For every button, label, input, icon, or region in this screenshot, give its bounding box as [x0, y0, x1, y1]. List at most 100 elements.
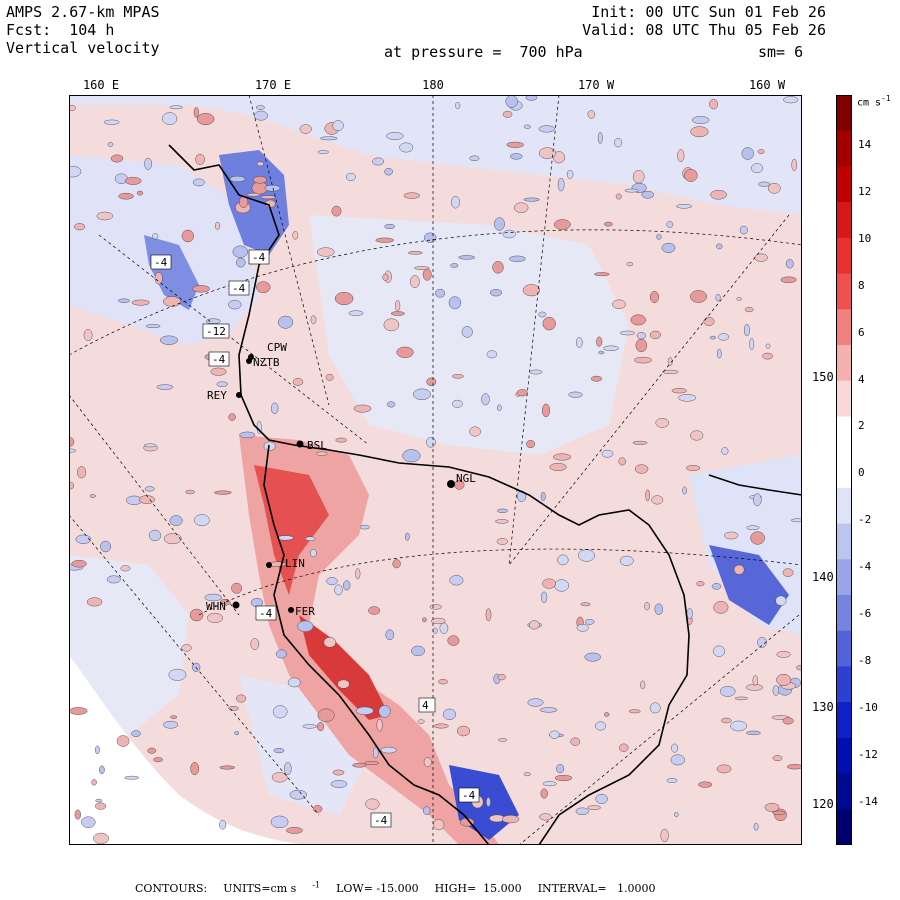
colorbar-cell [836, 95, 852, 132]
field-speckle-cell [74, 809, 81, 820]
neg-core-east [709, 545, 789, 625]
field-speckle-cell [77, 466, 87, 479]
field-speckle-cell [684, 169, 698, 182]
field-speckle-cell [316, 247, 335, 257]
field-speckle-cell [69, 165, 82, 178]
field-speckle-cell [205, 318, 221, 324]
header-left: AMPS 2.67-km MPAS Fcst: 104 h Vertical vel… [6, 3, 160, 57]
field-speckle-cell [326, 577, 338, 586]
field-speckle-cell [670, 754, 685, 766]
field-speckle-cell [271, 772, 288, 783]
field-speckle-cell [193, 107, 199, 118]
colorbar-cell [836, 273, 852, 310]
field-speckle-cell [758, 181, 771, 187]
field-speckle-cell [455, 101, 461, 109]
field-speckle-cell [284, 762, 292, 776]
field-speckle-cell [190, 762, 199, 776]
station-whn: WHN [206, 600, 226, 613]
colorbar-tick-label: -6 [858, 607, 872, 620]
field-speckle-cell [540, 492, 546, 502]
field-speckle-cell [131, 299, 150, 306]
station-dot-bsl [296, 440, 304, 448]
colorbar-cell [836, 559, 852, 596]
field-speckle-cell [136, 190, 144, 196]
field-speckle-cell [395, 300, 401, 312]
field-speckle-cell [299, 124, 312, 134]
field-speckle-cell [426, 377, 437, 386]
field-speckle-cell [776, 674, 792, 686]
map-frame [69, 95, 802, 845]
field-speckle-cell [750, 531, 765, 545]
field-speckle-cell [782, 568, 794, 577]
field-speckle-cell [686, 608, 693, 620]
contour-labels: -4 -4 -4 -12 -4 -4 4 -4 -4 [150, 249, 480, 828]
field-speckle-cell [69, 707, 88, 715]
colorbar [836, 95, 852, 845]
lon-label-160e: 160 E [82, 78, 120, 92]
field-speckle-cell [260, 195, 276, 200]
colorbar-cell [836, 737, 852, 775]
lon-label-160w: 160 W [748, 78, 786, 92]
field-speckle-cell [452, 374, 464, 379]
field-speckle-cell [74, 223, 86, 231]
field-speckle-cell [433, 819, 445, 831]
field-speckle-cell [557, 554, 569, 566]
field-speckle-cell [192, 285, 210, 293]
station-bsl: BSL [307, 439, 327, 452]
field-speckle-cell [319, 136, 338, 141]
field-speckle-cell [796, 665, 802, 671]
field-speckle-cell [422, 617, 427, 623]
field-speckle-cell [313, 805, 323, 813]
field-speckle-cell [181, 229, 194, 243]
field-speckle-cell [566, 169, 574, 179]
field-speckle-cell [539, 707, 558, 713]
field-speckle-cell [305, 536, 316, 541]
field-speckle-cell [81, 816, 96, 828]
field-speckle-cell [450, 263, 459, 268]
field-speckle-cell [399, 142, 414, 153]
field-speckle-cell [710, 189, 727, 200]
field-speckle-cell [154, 272, 163, 285]
colorbar-cell [836, 773, 852, 810]
field-speckle-cell [757, 149, 765, 154]
contour-label: -12 [206, 325, 226, 338]
field-speckle-cell [250, 598, 264, 608]
colorbar-cell [836, 416, 852, 453]
field-speckle-cell [650, 290, 660, 303]
contour-label: -4 [462, 789, 476, 802]
contour-label: 4 [422, 699, 429, 712]
field-speckle-cell [449, 575, 464, 586]
colorbar-tick-label: 6 [858, 325, 865, 339]
colorbar-tick-label: -4 [858, 560, 872, 574]
field-speckle-cell [229, 175, 246, 183]
field-speckle-cell [690, 290, 707, 303]
field-speckle-cell [495, 519, 509, 524]
field-speckle-cell [538, 147, 557, 159]
field-speckle-cell [744, 307, 754, 313]
field-speckle-cell [790, 518, 802, 523]
colorbar-tick-label: 2 [858, 419, 865, 433]
field-speckle-cell [666, 221, 674, 228]
field-speckle-cell [767, 183, 781, 194]
field-speckle-cell [181, 644, 192, 652]
field-speckle-cell [156, 384, 174, 390]
field-speckle-cell [403, 192, 420, 199]
field-speckle-cell [83, 329, 93, 342]
footer: CONTOURS: UNITS=cm s -1 LOW= -15.000 HIGH= 1… [135, 880, 672, 895]
field-speckle-cell [289, 789, 308, 800]
field-speckle-cell [698, 781, 713, 788]
colorbar-cell [836, 630, 852, 667]
field-speckle-cell [744, 324, 750, 337]
field-speckle-cell [578, 549, 595, 562]
field-speckle-cell [557, 177, 565, 192]
field-speckle-cell [355, 706, 374, 715]
colorbar-tick-label: 12 [858, 184, 872, 198]
contour-label: -4 [259, 607, 273, 620]
colorbar-cell [836, 809, 852, 845]
field-speckle-cell [386, 132, 404, 140]
field-speckle-cell [490, 289, 503, 297]
field-speckle-cell [458, 255, 476, 260]
field-speckle-cell [317, 150, 329, 154]
field-speckle-cell [118, 298, 130, 303]
field-speckle-cell [236, 257, 246, 268]
